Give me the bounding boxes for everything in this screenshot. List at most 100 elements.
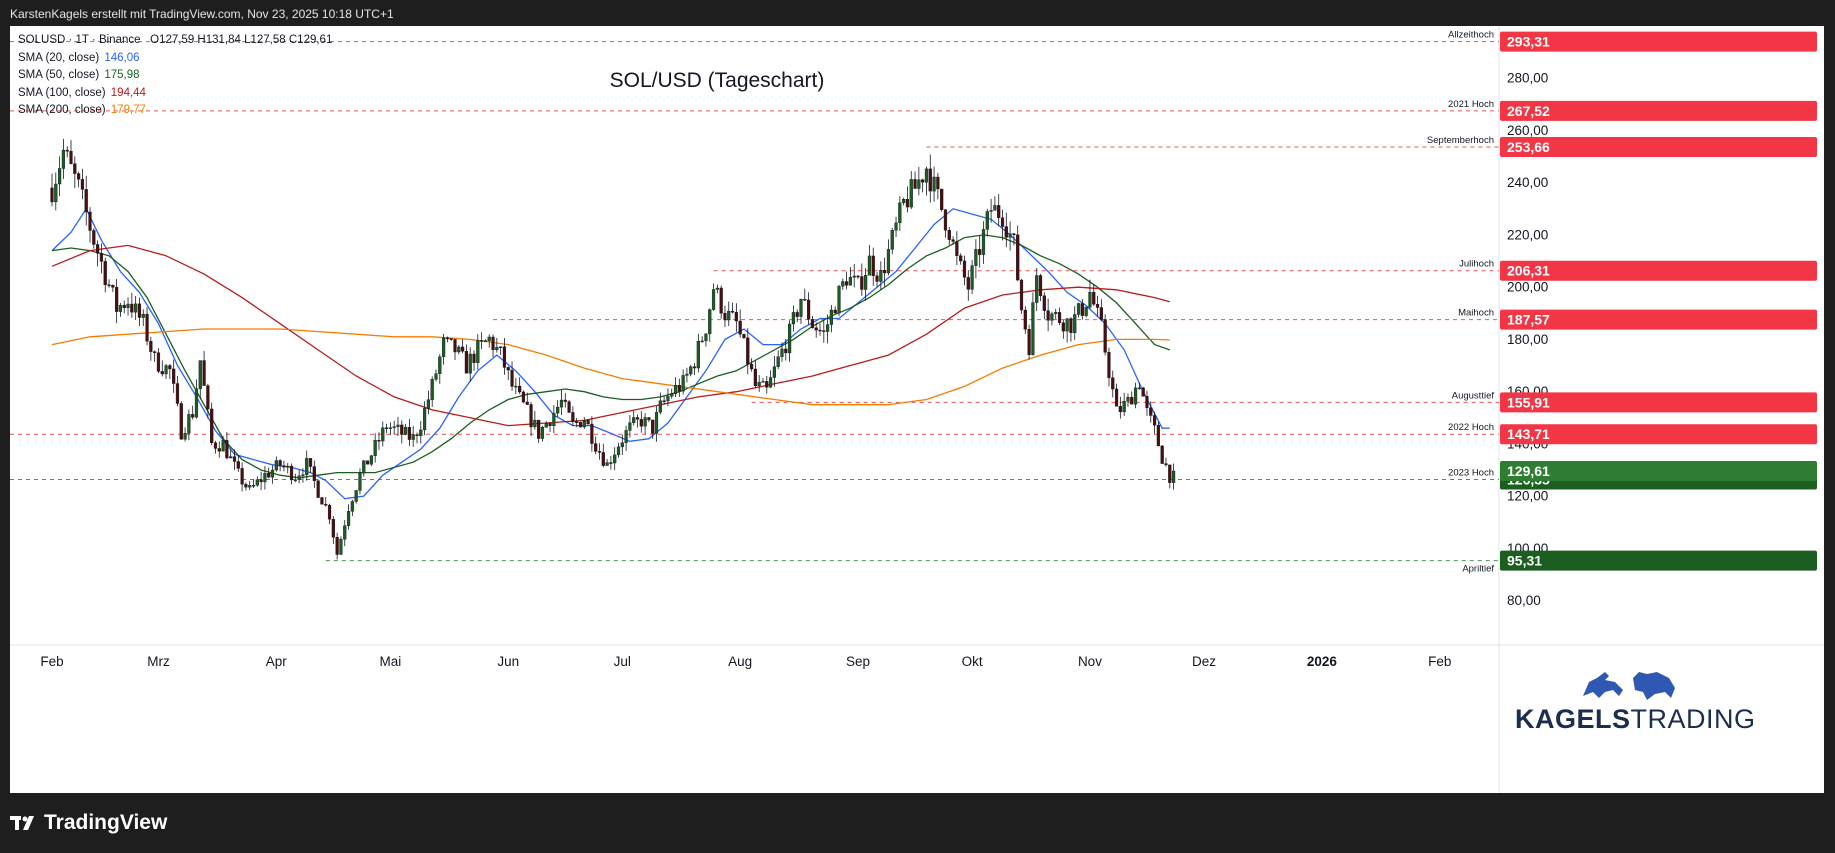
candle-body [468,353,472,374]
candle-body [594,443,598,452]
candle-body [92,230,96,245]
x-tick-label: Jun [497,654,519,669]
candle-body [605,462,609,466]
candle-body [403,426,408,435]
legend-ohlc: O127,59 H131,84 L127,58 C129,61 [150,34,333,46]
candle-body [438,356,442,374]
level-label: Allzeithoch [1448,30,1494,41]
candle-body [723,312,727,321]
candle-body [575,421,579,423]
legend-sma-label: SMA (100, close) [18,86,106,99]
candle-body [1012,233,1016,235]
candle-body [130,303,134,313]
candle-body [198,360,202,390]
candle-body [1145,396,1149,408]
candle-body [179,403,183,440]
legend-sma-200[interactable]: SMA (200, close) 179,77 [18,102,332,120]
price-badge: 293,31 [1507,34,1550,50]
candle-body [217,448,221,452]
tradingview-logo[interactable]: TradingView [10,811,167,835]
candle-body [312,466,316,481]
candle-body [677,384,681,392]
candle-body [776,356,780,367]
candle-body [476,340,480,363]
level-label: Julihoch [1459,259,1494,270]
candle-body [1065,318,1069,332]
candle-body [829,309,834,325]
candle-body [381,427,385,442]
price-badge-bg [1500,424,1817,445]
candle-body [833,309,837,314]
candle-body [730,310,735,313]
x-tick-label: Feb [1428,654,1451,669]
legend-sma-50[interactable]: SMA (50, close) 175,98 [18,67,332,85]
candle-body [1004,226,1008,238]
candle-body [749,363,754,370]
candle-body [658,400,662,413]
candle-body [415,434,419,437]
candle-body [248,485,252,488]
candle-body [434,373,438,380]
candle-body [917,179,921,189]
candle-body [1160,445,1164,464]
candle-body [738,320,742,335]
level-label: 2023 Hoch [1448,468,1494,479]
candle-body [80,179,85,190]
candle-body [787,323,792,354]
level-label: Apriltief [1462,564,1494,575]
candle-body [350,501,354,512]
legend-sma-100[interactable]: SMA (100, close) 194,44 [18,85,332,103]
brand-light: TRADING [1630,704,1756,734]
candle-body [156,352,161,372]
sma-line[interactable] [51,328,1170,406]
candle-body [894,222,898,231]
candle-body [270,469,275,478]
price-chart[interactable]: SOL/USD (Tageschart) Allzeithoch 2021 Hoch… [10,26,1824,793]
candle-body [768,377,773,388]
candle-body [483,340,488,342]
plot-background[interactable] [10,26,1499,645]
candle-body [757,382,761,386]
candle-body [50,187,54,203]
candle-body [696,341,700,369]
candle-body [1133,387,1138,405]
candle-body [822,330,826,332]
y-tick-label: 80,00 [1507,593,1541,608]
candle-body [978,249,982,255]
candle-body [932,176,936,192]
candle-body [297,475,301,480]
candle-body [993,205,997,211]
candle-body [685,373,689,376]
legend-sma-20[interactable]: SMA (20, close) 146,06 [18,50,332,68]
candle-body [506,367,510,371]
candle-body [487,336,491,342]
legend-sma-value: 175,98 [104,69,140,81]
candle-body [1107,352,1111,378]
sma-line[interactable] [51,234,1171,479]
candle-body [327,504,332,520]
candle-body [791,312,795,325]
candle-body [331,519,335,538]
level-label: Maihoch [1458,308,1494,319]
candle-body [65,149,69,152]
candle-body [221,440,225,452]
candle-body [742,334,746,339]
price-badge: 143,71 [1507,426,1550,442]
candle-body [278,460,282,466]
candle-body [445,337,450,340]
candle-body [898,202,902,224]
chart-area[interactable]: SOL/USD (Tageschart) Allzeithoch 2021 Hoch… [10,26,1824,793]
candle-body [232,456,237,462]
candle-body [841,281,845,287]
candle-body [1084,306,1088,316]
candle-body [369,455,373,465]
candle-body [384,427,389,429]
candle-body [99,253,104,262]
candle-body [905,199,910,208]
candle-body [210,408,214,444]
candle-body [77,173,81,180]
candle-body [597,451,602,453]
attribution-text: KarstenKagels erstellt mit TradingView.c… [10,7,394,21]
sma-line[interactable] [51,244,1170,427]
candle-body [1118,406,1122,413]
